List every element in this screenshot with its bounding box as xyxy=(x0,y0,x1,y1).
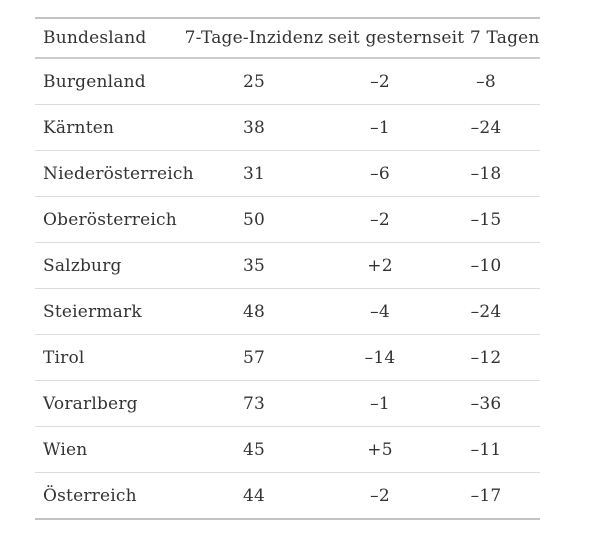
cell-bundesland: Wien xyxy=(43,439,88,460)
cell-seit-7-tagen: –24 xyxy=(470,117,502,138)
table-row: Burgenland 25 –2 –8 xyxy=(35,58,540,105)
cell-seit-7-tagen: –12 xyxy=(470,347,502,368)
table-row: Salzburg 35 +2 –10 xyxy=(35,243,540,289)
cell-seit-gestern: +2 xyxy=(367,255,393,276)
cell-inzidenz: 50 xyxy=(242,209,266,230)
cell-seit-7-tagen: –24 xyxy=(470,301,502,322)
column-header-seit-gestern: seit gestern xyxy=(328,28,433,48)
cell-bundesland: Tirol xyxy=(43,347,85,368)
cell-inzidenz: 44 xyxy=(242,485,266,506)
cell-bundesland: Burgenland xyxy=(43,71,146,92)
cell-inzidenz: 48 xyxy=(242,301,266,322)
cell-inzidenz: 25 xyxy=(242,71,266,92)
cell-inzidenz: 45 xyxy=(242,439,266,460)
table-row: Oberösterreich 50 –2 –15 xyxy=(35,197,540,243)
table-row: Steiermark 48 –4 –24 xyxy=(35,289,540,335)
cell-bundesland: Vorarlberg xyxy=(43,393,138,414)
table-row: Tirol 57 –14 –12 xyxy=(35,335,540,381)
cell-seit-7-tagen: –17 xyxy=(470,485,502,506)
cell-seit-gestern: –2 xyxy=(370,209,390,230)
cell-seit-gestern: –1 xyxy=(370,393,390,414)
cell-bundesland: Niederösterreich xyxy=(43,163,194,184)
cell-seit-gestern: –4 xyxy=(370,301,390,322)
column-header-inzidenz: 7-Tage-Inzidenz xyxy=(184,28,324,48)
cell-seit-gestern: +5 xyxy=(367,439,393,460)
cell-bundesland: Steiermark xyxy=(43,301,142,322)
cell-seit-7-tagen: –8 xyxy=(476,71,496,92)
cell-seit-7-tagen: –36 xyxy=(470,393,502,414)
cell-inzidenz: 35 xyxy=(242,255,266,276)
cell-bundesland: Salzburg xyxy=(43,255,122,276)
table-row: Vorarlberg 73 –1 –36 xyxy=(35,381,540,427)
table-row: Kärnten 38 –1 –24 xyxy=(35,105,540,151)
cell-inzidenz: 31 xyxy=(242,163,266,184)
cell-seit-7-tagen: –18 xyxy=(470,163,502,184)
cell-seit-7-tagen: –11 xyxy=(470,439,502,460)
incidence-table: Bundesland 7-Tage-Inzidenz seit gestern … xyxy=(35,17,540,520)
table-row: Wien 45 +5 –11 xyxy=(35,427,540,473)
column-header-bundesland: Bundesland xyxy=(43,28,147,48)
cell-seit-gestern: –14 xyxy=(364,347,396,368)
cell-seit-gestern: –1 xyxy=(370,117,390,138)
cell-inzidenz: 57 xyxy=(242,347,266,368)
cell-seit-gestern: –2 xyxy=(370,485,390,506)
column-header-seit-7-tagen: seit 7 Tagen xyxy=(432,28,540,48)
table-header-row: Bundesland 7-Tage-Inzidenz seit gestern … xyxy=(35,18,540,58)
cell-bundesland: Oberösterreich xyxy=(43,209,177,230)
incidence-table-container: Bundesland 7-Tage-Inzidenz seit gestern … xyxy=(35,17,540,520)
cell-bundesland: Kärnten xyxy=(43,117,115,138)
table-row: Österreich 44 –2 –17 xyxy=(35,473,540,519)
cell-bundesland: Österreich xyxy=(43,485,137,506)
cell-seit-gestern: –2 xyxy=(370,71,390,92)
cell-inzidenz: 38 xyxy=(242,117,266,138)
cell-inzidenz: 73 xyxy=(242,393,266,414)
cell-seit-7-tagen: –15 xyxy=(470,209,502,230)
table-row: Niederösterreich 31 –6 –18 xyxy=(35,151,540,197)
table-body: Burgenland 25 –2 –8 Kärnten 38 –1 –24 Niederöste… xyxy=(35,58,540,519)
cell-seit-7-tagen: –10 xyxy=(470,255,502,276)
cell-seit-gestern: –6 xyxy=(370,163,390,184)
